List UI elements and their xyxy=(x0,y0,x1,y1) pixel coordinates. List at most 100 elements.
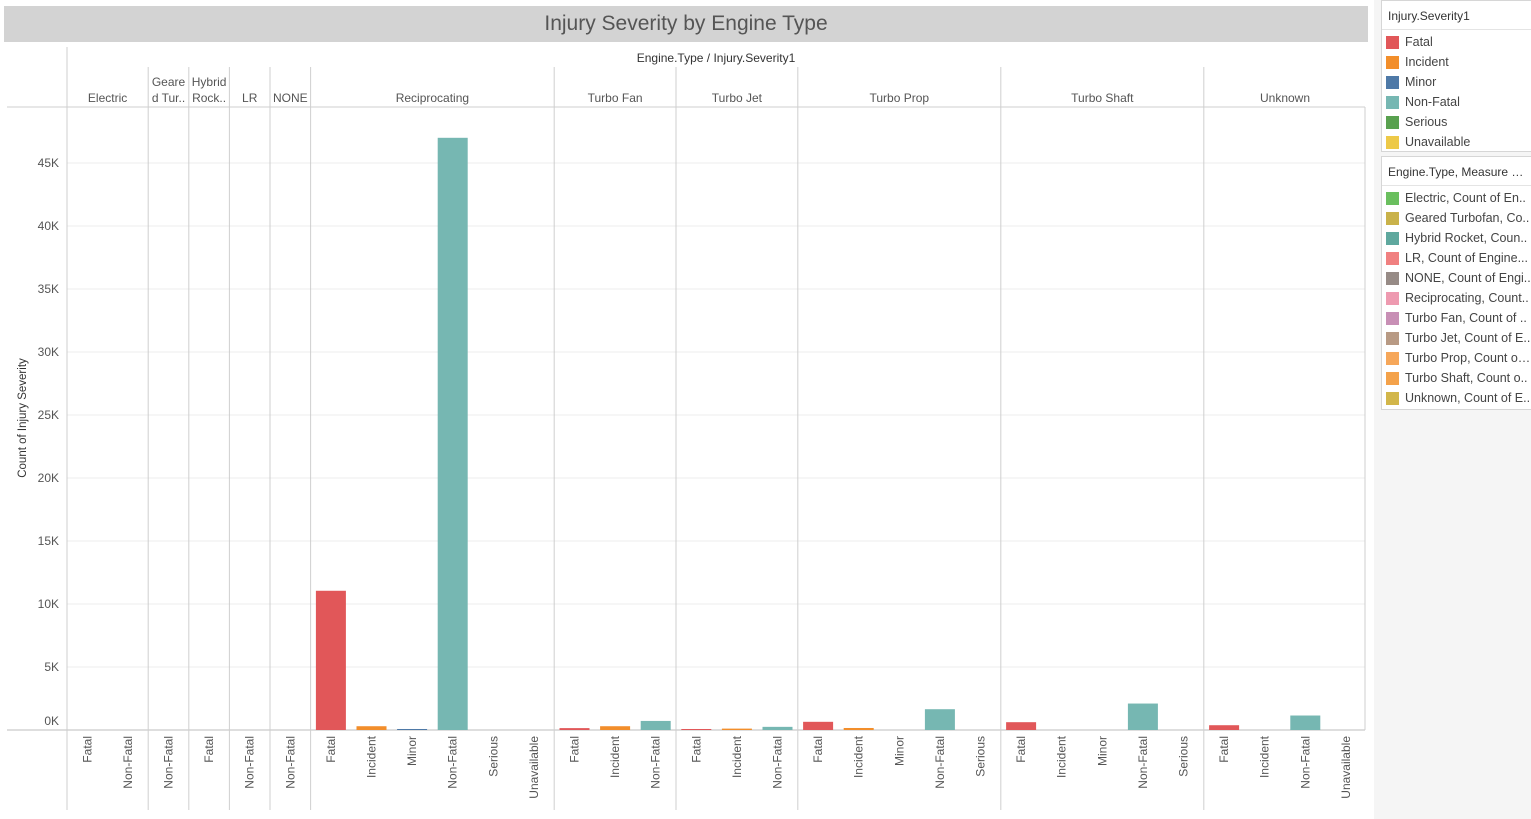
x-tick-label: Fatal xyxy=(80,736,94,763)
engine-type-legend-item[interactable]: Unknown, Count of E.. xyxy=(1382,388,1531,408)
bar[interactable] xyxy=(356,726,387,730)
x-tick-label: Minor xyxy=(892,736,906,766)
x-tick-label: Fatal xyxy=(1217,736,1231,763)
bar[interactable] xyxy=(1006,722,1037,730)
bar[interactable] xyxy=(437,137,468,731)
x-tick-label: Non-Fatal xyxy=(771,736,785,789)
legend-label: Turbo Prop, Count of .. xyxy=(1405,351,1531,365)
legend-swatch xyxy=(1386,75,1399,89)
severity-legend-item[interactable]: Non-Fatal xyxy=(1382,92,1531,112)
engine-type-legend-item[interactable]: Electric, Count of En.. xyxy=(1382,188,1531,208)
legend-swatch xyxy=(1386,371,1399,385)
legend-swatch xyxy=(1386,271,1399,285)
x-tick-label: Incident xyxy=(730,735,744,778)
engine-type-legend-item[interactable]: Reciprocating, Count.. xyxy=(1382,288,1531,308)
severity-legend-title: Injury.Severity1 xyxy=(1382,1,1531,30)
y-tick-label: 25K xyxy=(38,408,59,422)
bar[interactable] xyxy=(315,590,346,730)
x-tick-label: Non-Fatal xyxy=(933,736,947,789)
legend-swatch xyxy=(1386,351,1399,365)
x-tick-label: Minor xyxy=(1095,736,1109,766)
bar[interactable] xyxy=(1209,725,1240,730)
y-tick-label: 40K xyxy=(38,219,59,233)
bar[interactable] xyxy=(1290,715,1321,730)
severity-legend-item[interactable]: Unavailable xyxy=(1382,132,1531,152)
legend-swatch xyxy=(1386,231,1399,245)
bar[interactable] xyxy=(559,728,590,730)
bar[interactable] xyxy=(721,728,752,730)
group-header-label: Hybrid xyxy=(192,75,227,89)
bar[interactable] xyxy=(600,726,631,730)
x-tick-label: Incident xyxy=(852,735,866,778)
engine-type-legend-item[interactable]: Turbo Jet, Count of E.. xyxy=(1382,328,1531,348)
x-tick-label: Unavailable xyxy=(1339,736,1353,799)
engine-type-legend-item[interactable]: NONE, Count of Engi.. xyxy=(1382,268,1531,288)
x-tick-label: Incident xyxy=(608,735,622,778)
y-tick-label: 10K xyxy=(38,597,59,611)
bar[interactable] xyxy=(1127,703,1158,730)
x-tick-label: Non-Fatal xyxy=(1298,736,1312,789)
title-bar: Injury Severity by Engine Type xyxy=(4,6,1368,42)
legend-label: Hybrid Rocket, Coun.. xyxy=(1405,231,1528,245)
legend-swatch xyxy=(1386,251,1399,265)
legend-swatch xyxy=(1386,291,1399,305)
y-tick-label: 5K xyxy=(44,660,59,674)
bar[interactable] xyxy=(803,721,834,730)
legend-swatch xyxy=(1386,211,1399,225)
legend-label: Minor xyxy=(1405,75,1437,89)
bar[interactable] xyxy=(681,728,712,730)
x-tick-label: Fatal xyxy=(202,736,216,763)
y-tick-label: 20K xyxy=(38,471,59,485)
legend-swatch xyxy=(1386,55,1399,69)
bar[interactable] xyxy=(762,726,793,730)
legend-label: Turbo Fan, Count of .. xyxy=(1405,311,1527,325)
severity-legend-item[interactable]: Incident xyxy=(1382,52,1531,72)
engine-type-legend-item[interactable]: Geared Turbofan, Co.. xyxy=(1382,208,1531,228)
bar[interactable] xyxy=(397,728,428,730)
bar[interactable] xyxy=(640,720,671,730)
x-tick-label: Fatal xyxy=(1014,736,1028,763)
x-tick-label: Non-Fatal xyxy=(446,736,460,789)
bar[interactable] xyxy=(924,709,955,730)
x-tick-label: Fatal xyxy=(568,736,582,763)
x-tick-label: Minor xyxy=(405,736,419,766)
group-header-label: Unknown xyxy=(1260,91,1310,105)
group-header-label: Electric xyxy=(88,91,127,105)
legend-label: Non-Fatal xyxy=(1405,95,1460,109)
legend-label: Electric, Count of En.. xyxy=(1405,191,1526,205)
engine-type-legend-item[interactable]: Turbo Shaft, Count o.. xyxy=(1382,368,1531,388)
bar[interactable] xyxy=(843,727,874,730)
legend-label: Unknown, Count of E.. xyxy=(1405,391,1531,405)
engine-type-legend-item[interactable]: Hybrid Rocket, Coun.. xyxy=(1382,228,1531,248)
legend-label: Unavailable xyxy=(1405,135,1471,149)
legend-label: Serious xyxy=(1405,115,1448,129)
legend-swatch xyxy=(1386,115,1399,129)
legend-swatch xyxy=(1386,391,1399,405)
x-tick-label: Non-Fatal xyxy=(162,736,176,789)
x-tick-label: Non-Fatal xyxy=(243,736,257,789)
group-header-label: d Tur.. xyxy=(152,91,185,105)
severity-legend-item[interactable]: Serious xyxy=(1382,112,1531,132)
x-tick-label: Unavailable xyxy=(527,736,541,799)
x-tick-label: Fatal xyxy=(811,736,825,763)
engine-type-legend-item[interactable]: LR, Count of Engine... xyxy=(1382,248,1531,268)
x-tick-label: Serious xyxy=(486,736,500,777)
x-tick-label: Serious xyxy=(1177,736,1191,777)
y-axis-label: Count of Injury Severity xyxy=(17,358,29,478)
group-header-label: Rock.. xyxy=(192,91,226,105)
x-tick-label: Incident xyxy=(365,735,379,778)
y-tick-label: 45K xyxy=(38,156,59,170)
legend-label: Turbo Shaft, Count o.. xyxy=(1405,371,1528,385)
severity-legend-item[interactable]: Fatal xyxy=(1382,32,1531,52)
y-tick-label: 15K xyxy=(38,534,59,548)
group-header-label: Geare xyxy=(152,75,186,89)
engine-type-legend-item[interactable]: Turbo Fan, Count of .. xyxy=(1382,308,1531,328)
header-label: Engine.Type / Injury.Severity1 xyxy=(637,51,796,65)
legend-swatch xyxy=(1386,35,1399,49)
group-header-label: NONE xyxy=(273,91,308,105)
engine-type-legend-item[interactable]: Turbo Prop, Count of .. xyxy=(1382,348,1531,368)
x-tick-label: Non-Fatal xyxy=(121,736,135,789)
severity-legend-item[interactable]: Minor xyxy=(1382,72,1531,92)
x-tick-label: Serious xyxy=(974,736,988,777)
group-header-label: LR xyxy=(242,91,258,105)
